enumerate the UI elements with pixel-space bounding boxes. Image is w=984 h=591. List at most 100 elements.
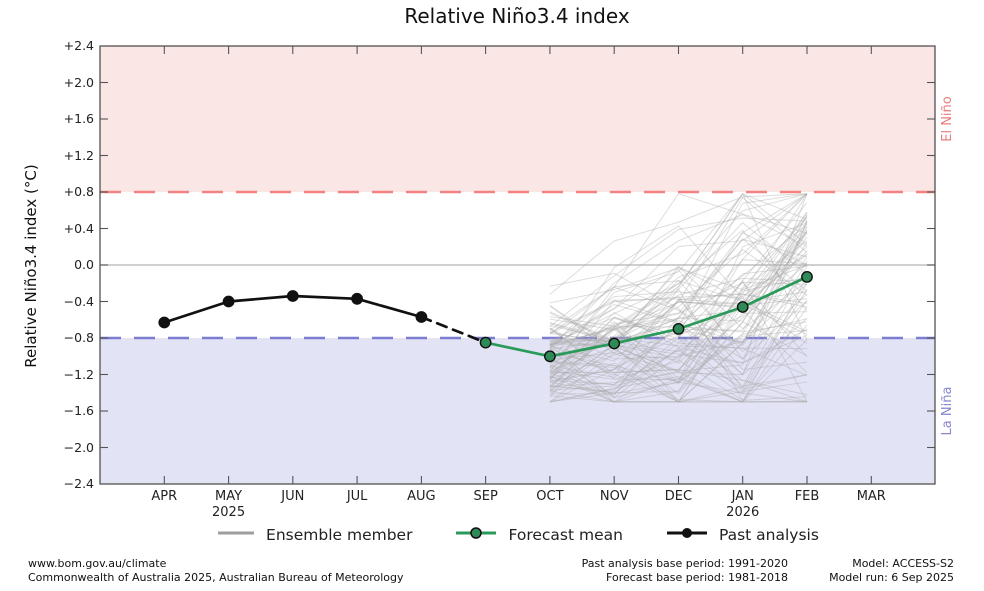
legend-label-ensemble: Ensemble member <box>266 526 413 544</box>
y-tick-label: +2.0 <box>63 74 94 90</box>
x-tick-label: JUN <box>281 489 305 504</box>
ensemble-member-line <box>549 293 808 335</box>
ensemble-member-line <box>549 305 808 395</box>
footer-model: Model: ACCESS-S2 <box>852 557 954 570</box>
ensemble-member-line <box>549 240 808 403</box>
x-tick-label: JAN <box>731 489 754 504</box>
el-nino-band <box>100 46 935 192</box>
ensemble-member-line <box>549 300 808 389</box>
ensemble-member-line <box>549 324 808 402</box>
x-tick-label: FEB <box>794 489 820 504</box>
forecast-mean-icon <box>454 525 498 545</box>
ensemble-member-line <box>549 214 808 394</box>
ensemble-member-line <box>549 279 808 353</box>
x-tick-label: APR <box>151 489 178 504</box>
footer-model-run: Model run: 6 Sep 2025 <box>829 570 954 584</box>
past-to-forecast-connector-line <box>420 315 487 344</box>
footer-url: www.bom.gov.au/climate <box>28 557 167 570</box>
legend-label-past: Past analysis <box>718 526 819 544</box>
ensemble-member-line <box>549 312 808 376</box>
ensemble-member-line <box>549 298 808 381</box>
legend-label-forecast: Forecast mean <box>508 526 623 544</box>
ensemble-member-line <box>549 193 808 372</box>
forecast-mean-marker <box>479 336 492 349</box>
ensemble-member-line <box>549 265 808 395</box>
ensemble-member-line <box>549 225 808 397</box>
ensemble-member-line <box>549 287 808 401</box>
past-analysis-marker <box>351 292 363 305</box>
ensemble-member-line <box>549 272 808 403</box>
ensemble-member-line <box>549 291 808 346</box>
x-tick-label: JUL <box>346 489 368 504</box>
ensemble-member-line <box>549 375 808 403</box>
past-analysis-marker <box>158 316 171 329</box>
la-nina-band <box>100 338 935 484</box>
ensemble-member-line <box>549 193 808 369</box>
ensemble-member-line <box>549 193 808 295</box>
y-tick-label: −0.8 <box>63 330 94 345</box>
ensemble-member-line <box>549 281 808 370</box>
chart-title: Relative Niño3.4 index <box>404 4 630 28</box>
y-tick-label: +1.6 <box>63 111 94 126</box>
ensemble-member-line <box>549 283 808 403</box>
ensemble-member-line <box>549 347 807 403</box>
ensemble-member-line <box>549 214 808 380</box>
ensemble-member-line <box>549 288 808 403</box>
ensemble-member-line <box>549 231 808 362</box>
ensemble-member-line <box>549 376 807 403</box>
ensemble-member-line <box>549 251 808 403</box>
ensemble-member-line <box>549 279 808 403</box>
ensemble-member-line <box>549 256 808 347</box>
ensemble-member-line <box>549 283 808 394</box>
forecast-mean-marker <box>801 270 813 283</box>
x-tick-label: OCT <box>536 489 564 504</box>
y-tick-label: −1.2 <box>63 366 94 382</box>
forecast-mean-marker <box>736 301 749 313</box>
past-analysis-marker <box>286 290 299 302</box>
x-tick-label: DEC <box>664 489 693 504</box>
ensemble-member-line <box>549 248 808 358</box>
ensemble-member-line <box>549 214 808 349</box>
legend-item-ensemble: Ensemble member <box>216 526 412 544</box>
y-tick-label: +1.2 <box>63 147 94 163</box>
ensemble-member-line <box>549 276 808 381</box>
forecast-mean-line <box>484 275 809 358</box>
footer-past-base-period: Past analysis base period: 1991-2020 <box>581 557 788 570</box>
ensemble-member-line <box>549 232 808 392</box>
forecast-mean-marker <box>544 350 556 363</box>
x-year-label: 2026 <box>726 505 760 520</box>
ensemble-member-line <box>549 221 808 376</box>
legend: Ensemble member Forecast mean Past analy… <box>100 525 935 545</box>
ensemble-member-line <box>549 196 808 345</box>
forecast-mean-marker <box>672 322 685 335</box>
y-tick-label: −1.6 <box>63 403 94 418</box>
x-tick-label: NOV <box>599 489 629 504</box>
ensemble-member-line <box>549 317 808 393</box>
legend-item-forecast: Forecast mean <box>454 525 623 545</box>
ensemble-member-line <box>549 352 808 403</box>
ensemble-member-line <box>549 265 808 403</box>
ensemble-member-line <box>549 222 808 399</box>
la-nina-band-label: La Niña <box>940 386 955 436</box>
ensemble-member-line <box>549 309 808 374</box>
x-tick-label: MAY <box>215 489 243 504</box>
y-tick-label: −0.4 <box>63 293 94 309</box>
ensemble-member-line <box>549 212 808 382</box>
ensemble-member-line <box>549 194 808 383</box>
x-tick-label: SEP <box>473 489 498 504</box>
ensemble-member-line <box>549 280 808 333</box>
ensemble-member-line <box>549 221 808 361</box>
x-tick-label: MAR <box>856 489 886 504</box>
ensemble-member-line <box>549 193 808 343</box>
ensemble-member-line <box>549 254 808 353</box>
ensemble-member-line <box>549 236 808 344</box>
ensemble-member-line <box>549 329 808 384</box>
ensemble-member-line <box>549 260 808 387</box>
past-analysis-icon <box>665 525 709 545</box>
ensemble-member-line <box>549 318 808 383</box>
y-tick-label: +0.4 <box>63 220 94 236</box>
footer-forecast-base-period: Forecast base period: 1981-2018 <box>606 570 788 584</box>
ensemble-member-line <box>549 316 808 403</box>
y-tick-label: +2.4 <box>63 38 94 53</box>
